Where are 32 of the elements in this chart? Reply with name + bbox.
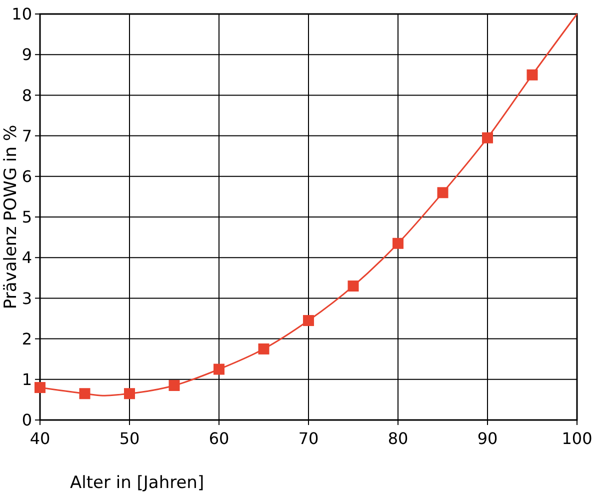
y-tick-label: 8 [22, 86, 32, 105]
x-tick-label: 50 [119, 429, 140, 448]
point [214, 364, 224, 375]
y-tick-label: 2 [22, 329, 32, 348]
y-tick-label: 3 [22, 288, 32, 308]
x-axis-title: Alter in [Jahren] [70, 473, 204, 493]
point [168, 380, 180, 391]
y-tick-label: 4 [22, 248, 32, 268]
point [303, 315, 314, 326]
point [79, 388, 90, 400]
y-tick-label: 9 [22, 45, 32, 64]
y-tick-label: 10 [12, 4, 32, 24]
x-tick-label: 70 [298, 429, 319, 448]
y-tick-label: 6 [22, 167, 32, 186]
point [124, 388, 135, 400]
point [392, 238, 404, 249]
point [34, 382, 46, 394]
y-tick-label: 7 [22, 126, 32, 146]
y-tick-label: 0 [22, 410, 32, 430]
y-tick-label: 1 [22, 370, 32, 389]
x-tick-label: 60 [208, 429, 230, 448]
x-tick-label: 40 [30, 429, 50, 448]
point [437, 187, 448, 198]
point [258, 343, 270, 354]
y-axis-title: Prävalenz POWG in % [1, 124, 21, 310]
point [482, 132, 493, 144]
y-tick-label: 5 [22, 208, 32, 227]
point [526, 69, 538, 80]
x-tick-label: 90 [477, 429, 498, 448]
point [348, 280, 359, 292]
x-tick-label: 80 [388, 429, 408, 448]
x-tick-label: 100 [562, 429, 592, 448]
